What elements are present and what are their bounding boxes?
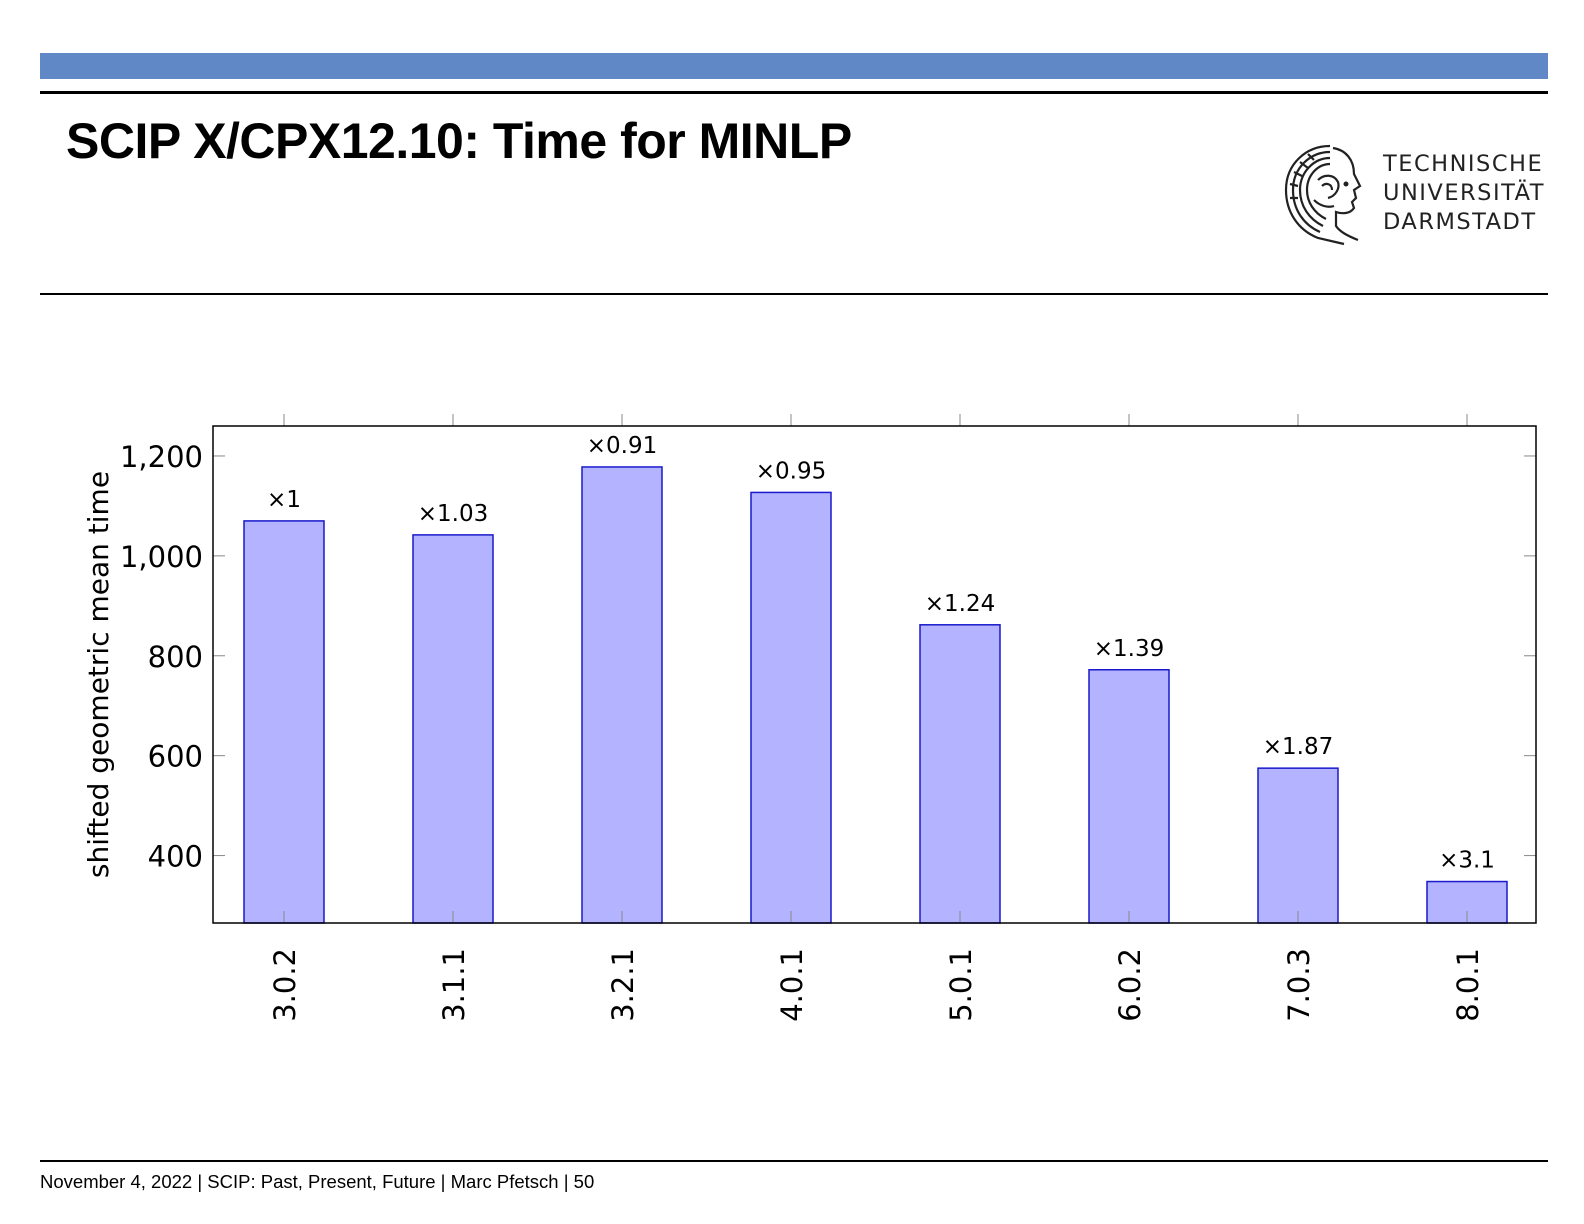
- x-tick-label: 4.0.1: [775, 948, 809, 1022]
- header-band: [40, 53, 1548, 79]
- bar-chart: 400 600 800 1,000 1,200 ×1 3.0.2 ×1.03 3.1.1 ×0.9…: [82, 414, 1537, 1022]
- x-tick-label: 3.1.1: [437, 948, 471, 1022]
- plot-frame: [212, 425, 1537, 924]
- university-name: TECHNISCHE UNIVERSITÄT DARMSTADT: [1383, 150, 1545, 237]
- logo-line-1: TECHNISCHE: [1383, 151, 1544, 177]
- y-tick-label: 400: [148, 840, 203, 874]
- logo-line-3: DARMSTADT: [1383, 209, 1537, 235]
- data-label: ×1.03: [418, 501, 488, 527]
- athena-head-icon: [1284, 144, 1362, 246]
- logo-line-2: UNIVERSITÄT: [1383, 180, 1545, 206]
- x-tick-label: 5.0.1: [944, 948, 978, 1022]
- data-label: ×1.87: [1263, 734, 1333, 760]
- bar-7.0.3: [1257, 767, 1339, 924]
- header-rule: [40, 91, 1548, 94]
- y-tick-label: 1,200: [120, 440, 203, 474]
- x-tick-label: 3.2.1: [606, 948, 640, 1022]
- slide-footer: November 4, 2022 | SCIP: Past, Present, …: [40, 1171, 595, 1192]
- bar-6.0.2: [1088, 669, 1170, 924]
- data-label: ×0.91: [587, 433, 657, 459]
- x-tick-label: 3.0.2: [268, 948, 302, 1022]
- x-tick-label: 7.0.3: [1282, 948, 1316, 1022]
- section-rule: [40, 293, 1548, 295]
- footer-rule: [40, 1160, 1548, 1162]
- data-label: ×1.24: [925, 591, 995, 617]
- bar-4.0.1: [750, 491, 832, 924]
- y-axis-label: shifted geometric mean time: [82, 471, 115, 878]
- y-tick-label: 800: [148, 640, 203, 674]
- bar-3.2.1: [581, 466, 663, 924]
- data-label: ×1.39: [1094, 636, 1164, 662]
- x-tick-label: 8.0.1: [1451, 948, 1485, 1022]
- bar-5.0.1: [919, 624, 1001, 924]
- y-tick-label: 600: [148, 740, 203, 774]
- university-logo: TECHNISCHE UNIVERSITÄT DARMSTADT: [1278, 140, 1553, 250]
- data-label: ×0.95: [756, 458, 826, 484]
- slide-title: SCIP X/CPX12.10: Time for MINLP: [66, 113, 852, 169]
- y-tick-label: 1,000: [120, 540, 203, 574]
- data-label: ×1: [267, 487, 301, 513]
- bar-3.0.2: [243, 520, 325, 924]
- x-tick-label: 6.0.2: [1113, 948, 1147, 1022]
- bar-3.1.1: [412, 534, 494, 924]
- data-label: ×3.1: [1439, 848, 1495, 874]
